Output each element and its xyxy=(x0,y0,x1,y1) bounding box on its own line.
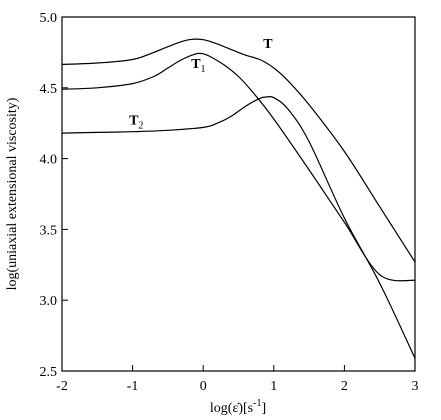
series-labels: T T1 T2 xyxy=(129,37,273,131)
y-tick-label: 4.0 xyxy=(40,153,58,168)
series-label-t: T xyxy=(263,37,273,52)
axis-ticks xyxy=(61,16,416,372)
x-tick-label: 1 xyxy=(270,379,277,394)
x-tick-label: -2 xyxy=(56,379,68,394)
y-tick-label: 3.0 xyxy=(40,294,58,309)
y-tick-label: 5.0 xyxy=(40,11,58,26)
series-label-t1: T1 xyxy=(191,57,205,75)
x-tick-label: 2 xyxy=(341,379,348,394)
x-tick-label: -1 xyxy=(127,379,139,394)
series-label-t2: T2 xyxy=(129,114,143,132)
plot-frame xyxy=(61,16,416,372)
y-tick-label: 3.5 xyxy=(40,223,58,238)
x-axis-title: log(ε̇)[s-1] xyxy=(210,398,266,416)
series-curves xyxy=(61,38,416,359)
tick-labels: -2 -1 0 1 2 3 2.5 3.0 3.5 4.0 4.5 5.0 xyxy=(40,11,419,394)
y-axis-title: log(uniaxial extensional viscosity) xyxy=(5,97,20,290)
series-curve-t xyxy=(61,38,416,263)
series-curve-t1 xyxy=(61,52,416,282)
y-tick-label: 4.5 xyxy=(40,82,58,97)
x-tick-label: 3 xyxy=(412,379,419,394)
x-tick-label: 0 xyxy=(200,379,207,394)
y-tick-label: 2.5 xyxy=(40,365,58,380)
series-curve-t2 xyxy=(61,95,416,359)
